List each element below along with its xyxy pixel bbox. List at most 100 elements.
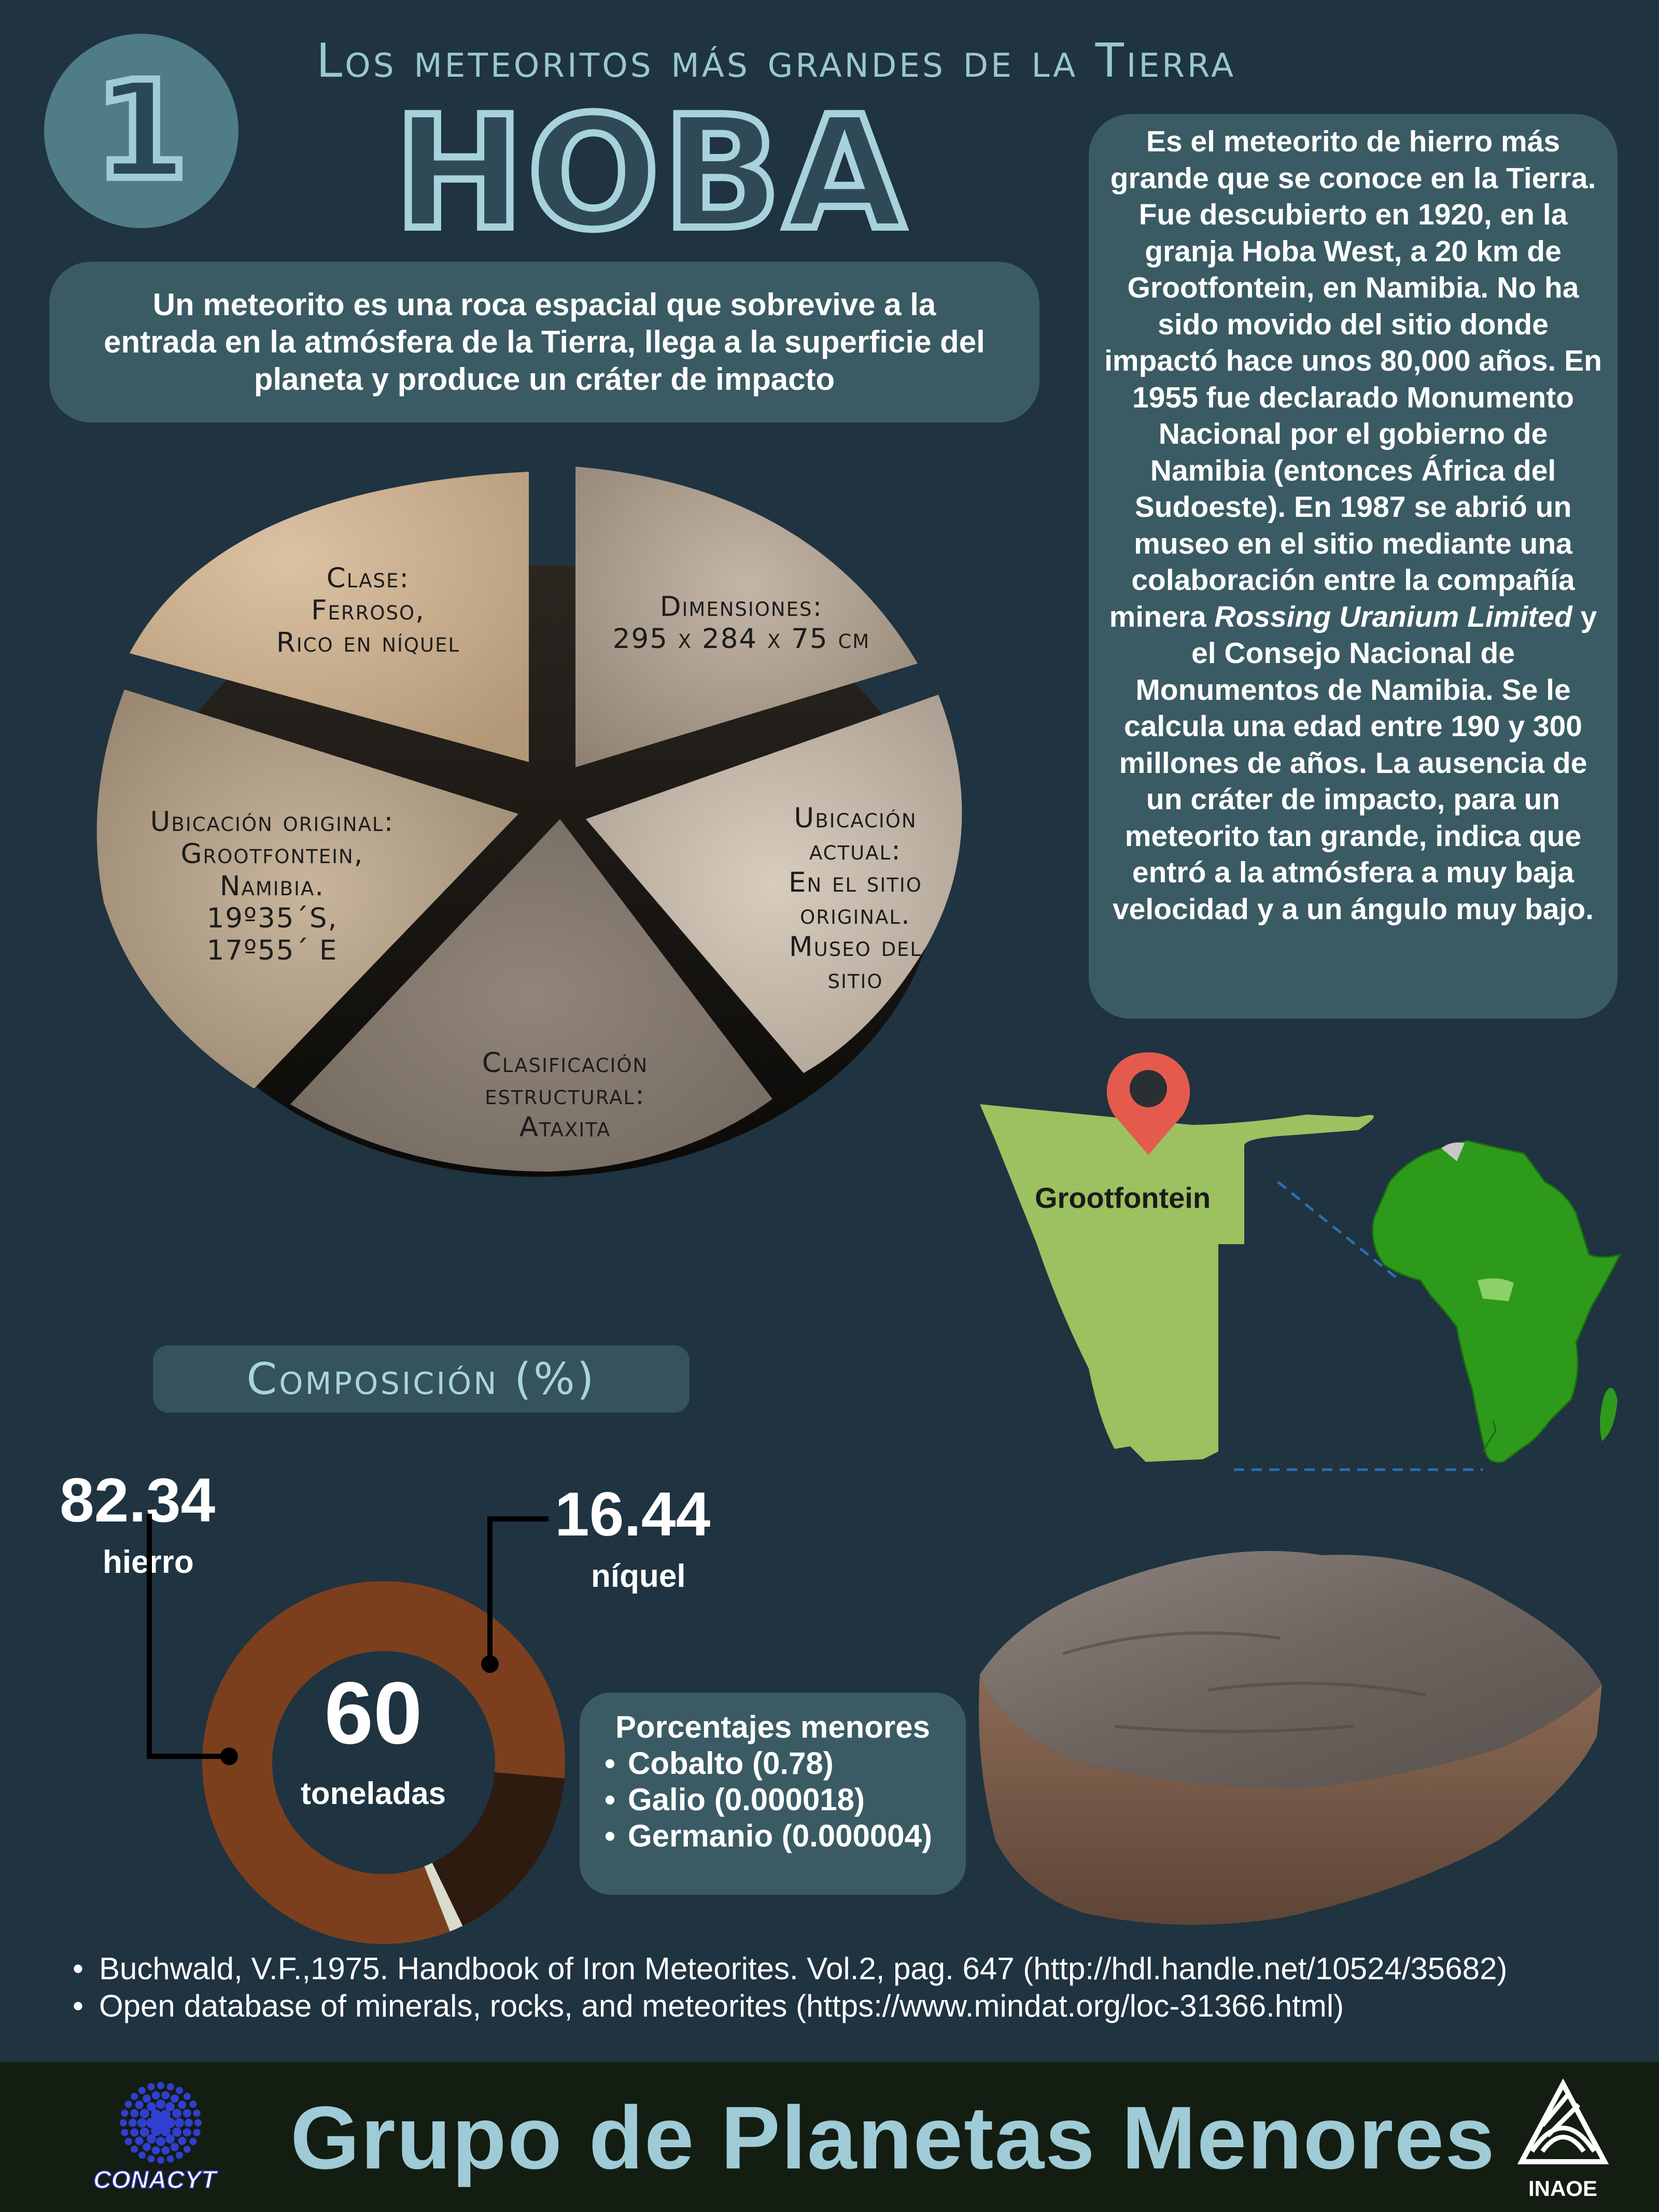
conacyt-dot xyxy=(147,2134,156,2144)
location-maps xyxy=(980,1052,1622,1471)
conacyt-dot xyxy=(165,2118,175,2128)
pie-clase-line-2: Ferroso, xyxy=(311,595,425,626)
map-label: Grootfontein xyxy=(1035,1181,1211,1214)
conacyt-dot xyxy=(130,2109,139,2118)
conacyt-dot xyxy=(161,2146,170,2155)
pie-original-line-2: Grootfontein, xyxy=(180,838,364,870)
conacyt-dot xyxy=(139,2109,149,2118)
conacyt-dot xyxy=(147,2083,155,2091)
location-pin-dot xyxy=(1130,1070,1167,1107)
conacyt-dot xyxy=(176,2151,183,2159)
conacyt-dot xyxy=(194,2119,202,2126)
conacyt-dot xyxy=(178,2136,187,2145)
conacyt-dot xyxy=(146,2118,157,2128)
mass-value: 60 xyxy=(324,1664,423,1763)
pie-slice-ubicacion-actual xyxy=(586,695,962,1073)
hierro-value: 82.34 xyxy=(60,1466,216,1535)
conacyt-dot xyxy=(124,2138,132,2145)
conacyt-dot xyxy=(185,2119,193,2127)
conacyt-dot xyxy=(137,2118,147,2128)
conacyt-dot xyxy=(175,2118,184,2128)
pie-clase-line-3: Rico en níquel xyxy=(276,627,460,658)
conacyt-dot xyxy=(156,2137,165,2146)
conacyt-dot xyxy=(129,2119,137,2127)
pie-slice-dimensiones xyxy=(575,467,918,767)
conacyt-dot xyxy=(138,2151,146,2159)
pie-original-line-1: Ubicación original: xyxy=(150,806,395,838)
niquel-value: 16.44 xyxy=(555,1480,711,1549)
description-text-1: Es el meteorito de hierro más grande que… xyxy=(1104,125,1602,633)
conacyt-dot xyxy=(193,2129,201,2136)
niquel-callout-line xyxy=(487,1516,549,1664)
conacyt-dot xyxy=(151,2146,160,2155)
conacyt-dot xyxy=(166,2083,174,2091)
mass-label: toneladas xyxy=(300,1776,446,1811)
pie-actual-line-6: sitio xyxy=(827,963,883,995)
conacyt-dot xyxy=(157,2157,164,2164)
footer xyxy=(0,2062,1659,2212)
conacyt-dot xyxy=(172,2128,182,2137)
definition-box: Un meteorito es una roca espacial que so… xyxy=(49,262,1039,422)
conacyt-dot xyxy=(135,2136,144,2145)
pie-label-dimensiones: Dimensiones: 295 x 284 x 75 cm xyxy=(575,591,907,655)
pie-dimensiones-line-2: 295 x 284 x 75 cm xyxy=(612,623,870,655)
conacyt-dot xyxy=(172,2109,182,2118)
africa-border-lines xyxy=(1482,1420,1497,1452)
conacyt-dot xyxy=(151,2091,160,2100)
madagascar-map xyxy=(1600,1388,1618,1441)
composition-donut-chart xyxy=(202,1581,565,1944)
description-text-2: y el Consejo Nacional de Monumentos de N… xyxy=(1112,600,1597,926)
namibia-map xyxy=(980,1104,1374,1462)
references: Buchwald, V.F.,1975. Handbook of Iron Me… xyxy=(73,1950,1628,2025)
description-box: Es el meteorito de hierro más grande que… xyxy=(1089,114,1618,1019)
composition-heading: Composición (%) xyxy=(153,1345,690,1413)
minor-item-germanio: Germanio (0.000004) xyxy=(604,1818,951,1854)
conacyt-dot xyxy=(130,2128,139,2137)
central-african-republic-map xyxy=(1478,1278,1514,1301)
western-sahara-map xyxy=(1441,1142,1465,1161)
conacyt-dot xyxy=(131,2093,138,2101)
conacyt-dot xyxy=(182,2109,191,2118)
footer-title: Grupo de Planetas Menores xyxy=(290,2088,1496,2188)
page-title: HOBA xyxy=(390,83,908,264)
pie-clasificacion-line-3: Ataxita xyxy=(519,1111,611,1143)
pie-label-ubicacion-actual: Ubicación actual: En el sitio original. … xyxy=(741,802,969,995)
conacyt-dot xyxy=(124,2101,132,2108)
pie-dimensiones-line-1: Dimensiones: xyxy=(659,591,823,623)
conacyt-dot xyxy=(182,2128,191,2137)
pie-actual-line-2: actual: xyxy=(809,835,902,866)
company-name: Rossing Uranium Limited xyxy=(1214,600,1572,633)
niquel-label: níquel xyxy=(591,1558,686,1594)
minor-percentages-list: Cobalto (0.78) Galio (0.000018) Germanio… xyxy=(594,1745,951,1854)
pie-label-ubicacion-original: Ubicación original: Grootfontein, Namibi… xyxy=(78,806,467,967)
conacyt-dot xyxy=(157,2082,164,2089)
conacyt-dot xyxy=(143,2094,151,2103)
pie-slice-clasificacion xyxy=(290,819,772,1172)
pie-actual-line-5: Museo del xyxy=(789,931,922,963)
conacyt-dot xyxy=(151,2109,161,2120)
pie-actual-line-4: original. xyxy=(800,899,911,931)
donut-slice-otros xyxy=(424,1863,463,1932)
africa-map xyxy=(1372,1139,1622,1463)
minor-item-cobalto: Cobalto (0.78) xyxy=(604,1745,951,1782)
pie-original-line-3: Namibia. xyxy=(219,870,325,902)
conacyt-dot xyxy=(135,2101,144,2109)
rank-number-badge: 1 xyxy=(44,34,238,228)
conacyt-dot xyxy=(171,2094,179,2103)
pie-clase-line-1: Clase: xyxy=(326,562,410,594)
conacyt-dot xyxy=(151,2125,161,2136)
conacyt-dot xyxy=(160,2109,171,2120)
minor-percentages-box: Porcentajes menores Cobalto (0.78) Galio… xyxy=(580,1693,966,1895)
conacyt-dot xyxy=(165,2102,175,2111)
conacyt-dot xyxy=(165,2134,175,2144)
conacyt-dot xyxy=(156,2100,165,2109)
pie-label-clasificacion: Clasificación estructural: Ataxita xyxy=(415,1047,715,1144)
conacyt-dot xyxy=(193,2109,201,2117)
pie-slice-clase xyxy=(130,472,529,762)
inaoe-label: INAOE xyxy=(1528,2176,1598,2201)
conacyt-dot xyxy=(121,2109,129,2117)
conacyt-dot xyxy=(143,2143,151,2151)
conacyt-dot xyxy=(178,2101,187,2109)
minor-item-galio: Galio (0.000018) xyxy=(604,1782,951,1818)
conacyt-dot xyxy=(189,2101,197,2108)
